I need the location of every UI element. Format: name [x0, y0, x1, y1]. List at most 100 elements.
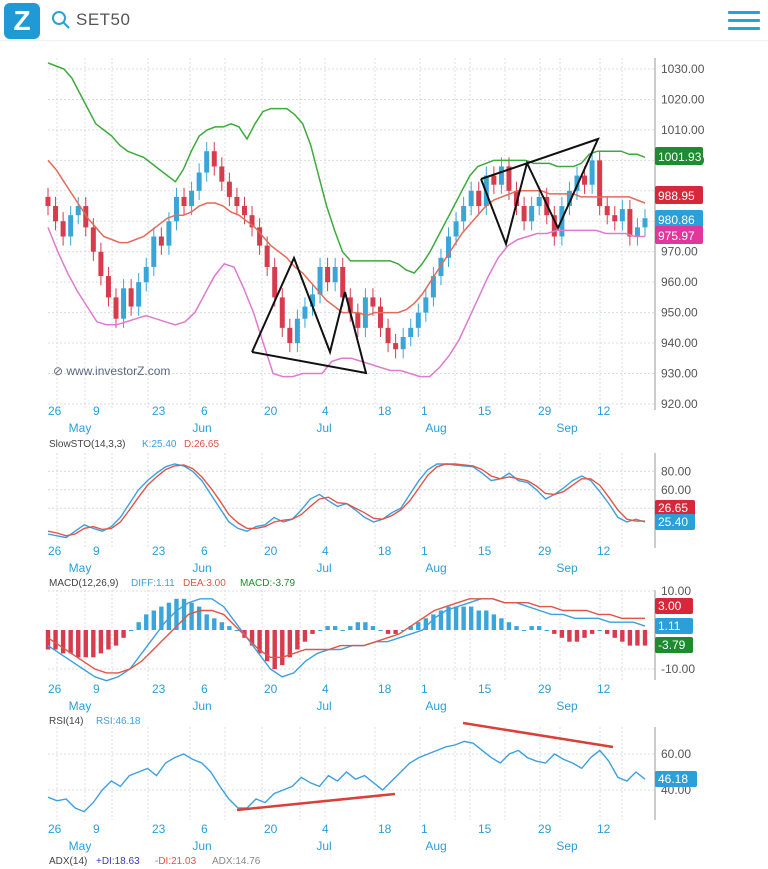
candle-body	[612, 215, 618, 222]
x-tick-label: 9	[93, 822, 100, 836]
macd-bar	[272, 630, 277, 669]
indicator-title: SlowSTO(14,3,3)	[49, 439, 126, 450]
month-label: Jun	[192, 561, 211, 575]
candle-body	[347, 297, 353, 313]
candle-body	[136, 282, 142, 307]
candle-body	[597, 160, 603, 207]
price-tag-label: 975.97	[658, 229, 695, 243]
indicator-readout: K:25.40	[142, 439, 177, 450]
macd-bar	[416, 622, 421, 630]
candle-body	[506, 166, 512, 191]
macd-bar	[393, 630, 398, 634]
candle-body	[45, 196, 51, 207]
macd-bar	[348, 626, 353, 630]
candle-body	[68, 215, 74, 237]
macd-bar	[378, 630, 383, 631]
candle-body	[272, 266, 278, 298]
x-tick-label: 20	[264, 822, 278, 836]
x-tick-label: 4	[322, 822, 329, 836]
candle-body	[105, 276, 111, 298]
price-tag	[655, 186, 703, 204]
rsi-line	[47, 740, 646, 813]
price-tag	[655, 210, 703, 228]
trend-line	[462, 721, 614, 749]
macd-bar	[128, 630, 134, 631]
macd-bar	[453, 606, 459, 630]
y-tick-label: 970.00	[661, 245, 698, 259]
x-tick-label: 20	[264, 544, 278, 558]
stock-chart[interactable]: 1030.001020.001010.001000.00990.00980.00…	[0, 40, 768, 869]
macd-bar	[302, 630, 308, 642]
candle-body	[453, 221, 459, 237]
y-tick-label: -10.00	[661, 662, 695, 676]
macd-bar	[559, 630, 565, 638]
price-tag-label: 980.86	[658, 213, 695, 227]
app-logo[interactable]: Z	[4, 3, 40, 39]
macd-bar	[234, 630, 240, 631]
x-tick-label: 18	[378, 544, 392, 558]
candle-body	[642, 218, 648, 228]
x-tick-label: 20	[264, 404, 278, 418]
candle-body	[325, 266, 331, 283]
y-tick-label: 1010.00	[661, 123, 705, 137]
candle-body	[514, 190, 520, 207]
macd-bar	[438, 610, 444, 630]
x-tick-label: 12	[597, 544, 611, 558]
macd-bar	[257, 630, 262, 654]
candle-body	[566, 190, 572, 207]
candle-body	[219, 166, 225, 182]
indicator-title: MACD(12,26,9)	[49, 578, 118, 589]
search-input[interactable]: SET50	[76, 10, 131, 29]
candle-body	[438, 257, 444, 277]
price-tag-label: 3.00	[658, 599, 682, 613]
x-tick-label: 4	[322, 544, 329, 558]
y-tick-label: 950.00	[661, 306, 698, 320]
y-tick-label: 60.00	[661, 483, 691, 497]
macd-bar	[612, 630, 617, 638]
x-tick-label: 1	[421, 404, 428, 418]
month-label: Aug	[425, 699, 446, 713]
candle-body	[166, 221, 172, 246]
macd-bar	[91, 630, 96, 658]
macd-bar	[574, 630, 580, 642]
candle-body	[619, 209, 625, 222]
month-label: Jul	[316, 421, 331, 435]
price-tag	[655, 514, 695, 530]
candle-body	[287, 327, 293, 344]
month-label: May	[69, 699, 92, 713]
candle-body	[461, 206, 467, 222]
candle-body	[627, 209, 633, 237]
bollinger-line-1	[47, 62, 646, 274]
y-tick-label: 940.00	[661, 336, 698, 350]
x-tick-label: 23	[152, 682, 166, 696]
x-tick-label: 26	[48, 544, 62, 558]
macd-bar	[212, 618, 217, 630]
search-icon[interactable]	[51, 10, 71, 30]
macd-bar	[227, 626, 232, 630]
macd-bar	[249, 630, 255, 646]
indicator-readout: DIFF:1.11	[131, 578, 175, 589]
x-tick-label: 20	[264, 682, 278, 696]
candle-body	[468, 190, 474, 207]
candle-body	[121, 288, 127, 319]
macd-bar	[98, 630, 104, 654]
macd-bar	[514, 626, 519, 630]
macd-bar	[310, 630, 315, 634]
macd-bar	[499, 618, 504, 630]
x-tick-label: 9	[93, 544, 100, 558]
macd-bar	[76, 630, 81, 658]
candle-body	[113, 297, 119, 319]
price-tag-label: -3.79	[658, 638, 686, 652]
x-tick-label: 23	[152, 404, 166, 418]
month-label: Sep	[556, 839, 578, 853]
candle-body	[294, 318, 300, 344]
macd-bar	[159, 606, 164, 630]
x-tick-label: 1	[421, 822, 428, 836]
menu-icon[interactable]	[728, 8, 760, 34]
macd-bar	[370, 626, 376, 630]
candle-body	[415, 312, 421, 328]
month-label: Aug	[425, 421, 446, 435]
x-tick-label: 18	[378, 822, 392, 836]
x-tick-label: 15	[478, 822, 492, 836]
y-tick-label: 1020.00	[661, 92, 705, 106]
